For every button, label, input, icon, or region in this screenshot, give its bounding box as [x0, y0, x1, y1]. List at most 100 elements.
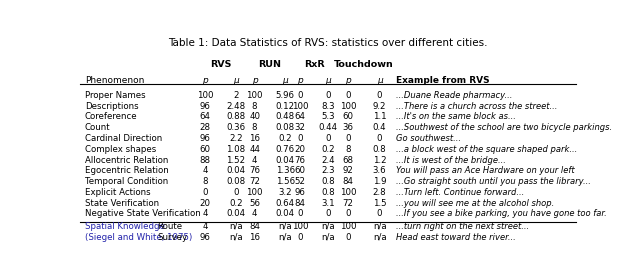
Text: 0: 0 [377, 209, 382, 218]
Text: μ: μ [282, 76, 288, 85]
Text: Route: Route [157, 222, 182, 231]
Text: 4: 4 [252, 155, 257, 164]
Text: 100: 100 [340, 222, 356, 231]
Text: Proper Names: Proper Names [85, 91, 145, 100]
Text: 100: 100 [196, 91, 213, 100]
Text: 0: 0 [325, 209, 331, 218]
Text: 0: 0 [345, 209, 351, 218]
Text: 64: 64 [295, 112, 306, 121]
Text: (Siegel and White, 1975): (Siegel and White, 1975) [85, 233, 192, 241]
Text: Coreference: Coreference [85, 112, 138, 121]
Text: Table 1: Data Statistics of RVS: statistics over different cities.: Table 1: Data Statistics of RVS: statist… [168, 38, 488, 48]
Text: n/a: n/a [229, 233, 243, 241]
Text: 8: 8 [345, 145, 351, 154]
Text: 0: 0 [345, 233, 351, 241]
Text: n/a: n/a [321, 233, 335, 241]
Text: 92: 92 [342, 166, 353, 175]
Text: 60: 60 [295, 166, 306, 175]
Text: 0.44: 0.44 [319, 123, 337, 132]
Text: 0: 0 [298, 91, 303, 100]
Text: RVS: RVS [210, 60, 231, 69]
Text: 60: 60 [342, 112, 353, 121]
Text: 100: 100 [340, 188, 356, 197]
Text: 0.64: 0.64 [276, 199, 295, 208]
Text: 8: 8 [252, 102, 257, 111]
Text: 16: 16 [249, 233, 260, 241]
Text: 2: 2 [233, 91, 239, 100]
Text: 96: 96 [200, 102, 211, 111]
Text: 2.2: 2.2 [229, 134, 243, 143]
Text: 8: 8 [252, 123, 257, 132]
Text: 28: 28 [200, 123, 211, 132]
Text: ...a block west of the square shaped park...: ...a block west of the square shaped par… [396, 145, 578, 154]
Text: ...you will see me at the alcohol shop.: ...you will see me at the alcohol shop. [396, 199, 555, 208]
Text: ...If you see a bike parking, you have gone too far.: ...If you see a bike parking, you have g… [396, 209, 607, 218]
Text: 16: 16 [249, 134, 260, 143]
Text: 100: 100 [340, 102, 356, 111]
Text: 3.6: 3.6 [372, 166, 387, 175]
Text: 0.04: 0.04 [226, 209, 245, 218]
Text: 1.56: 1.56 [276, 177, 295, 186]
Text: 0: 0 [377, 91, 382, 100]
Text: ...It's on the same block as...: ...It's on the same block as... [396, 112, 516, 121]
Text: 76: 76 [295, 155, 306, 164]
Text: 1.08: 1.08 [226, 145, 245, 154]
Text: p: p [202, 76, 208, 85]
Text: 32: 32 [295, 123, 306, 132]
Text: 20: 20 [200, 199, 211, 208]
Text: 0.36: 0.36 [226, 123, 245, 132]
Text: 0.2: 0.2 [278, 134, 292, 143]
Text: 0.08: 0.08 [226, 177, 245, 186]
Text: 72: 72 [249, 177, 260, 186]
Text: 2.4: 2.4 [321, 155, 335, 164]
Text: 84: 84 [342, 177, 353, 186]
Text: 0.48: 0.48 [276, 112, 295, 121]
Text: 76: 76 [249, 166, 260, 175]
Text: n/a: n/a [278, 222, 292, 231]
Text: Allocentric Relation: Allocentric Relation [85, 155, 168, 164]
Text: 0: 0 [325, 91, 331, 100]
Text: 0.76: 0.76 [276, 145, 295, 154]
Text: 88: 88 [200, 155, 211, 164]
Text: ...Southwest of the school are two bicycle parkings.: ...Southwest of the school are two bicyc… [396, 123, 612, 132]
Text: 0: 0 [345, 134, 351, 143]
Text: ...Turn left. Continue forward...: ...Turn left. Continue forward... [396, 188, 525, 197]
Text: p: p [298, 76, 303, 85]
Text: 96: 96 [200, 134, 211, 143]
Text: 64: 64 [200, 112, 211, 121]
Text: 0: 0 [377, 134, 382, 143]
Text: 0: 0 [298, 233, 303, 241]
Text: Complex shapes: Complex shapes [85, 145, 156, 154]
Text: 4: 4 [202, 209, 208, 218]
Text: 0.8: 0.8 [321, 177, 335, 186]
Text: RxR: RxR [304, 60, 324, 69]
Text: 52: 52 [295, 177, 306, 186]
Text: 0: 0 [233, 188, 239, 197]
Text: 44: 44 [249, 145, 260, 154]
Text: 3.1: 3.1 [321, 199, 335, 208]
Text: Negative State Verification: Negative State Verification [85, 209, 201, 218]
Text: ...turn right on the next street...: ...turn right on the next street... [396, 222, 529, 231]
Text: 0.8: 0.8 [372, 145, 387, 154]
Text: 84: 84 [249, 222, 260, 231]
Text: Egocentric Relation: Egocentric Relation [85, 166, 169, 175]
Text: Survey: Survey [157, 233, 187, 241]
Text: 4: 4 [202, 222, 208, 231]
Text: Spatial Knowledge: Spatial Knowledge [85, 222, 165, 231]
Text: Touchdown: Touchdown [334, 60, 394, 69]
Text: 2.48: 2.48 [226, 102, 245, 111]
Text: 1.9: 1.9 [373, 177, 387, 186]
Text: 4: 4 [202, 166, 208, 175]
Text: 68: 68 [342, 155, 353, 164]
Text: 100: 100 [292, 102, 308, 111]
Text: 5.96: 5.96 [276, 91, 295, 100]
Text: 56: 56 [249, 199, 260, 208]
Text: μ: μ [325, 76, 331, 85]
Text: 0: 0 [325, 134, 331, 143]
Text: 0.2: 0.2 [229, 199, 243, 208]
Text: 96: 96 [200, 233, 211, 241]
Text: ...Go straight south until you pass the library...: ...Go straight south until you pass the … [396, 177, 591, 186]
Text: n/a: n/a [372, 222, 387, 231]
Text: n/a: n/a [372, 233, 387, 241]
Text: n/a: n/a [229, 222, 243, 231]
